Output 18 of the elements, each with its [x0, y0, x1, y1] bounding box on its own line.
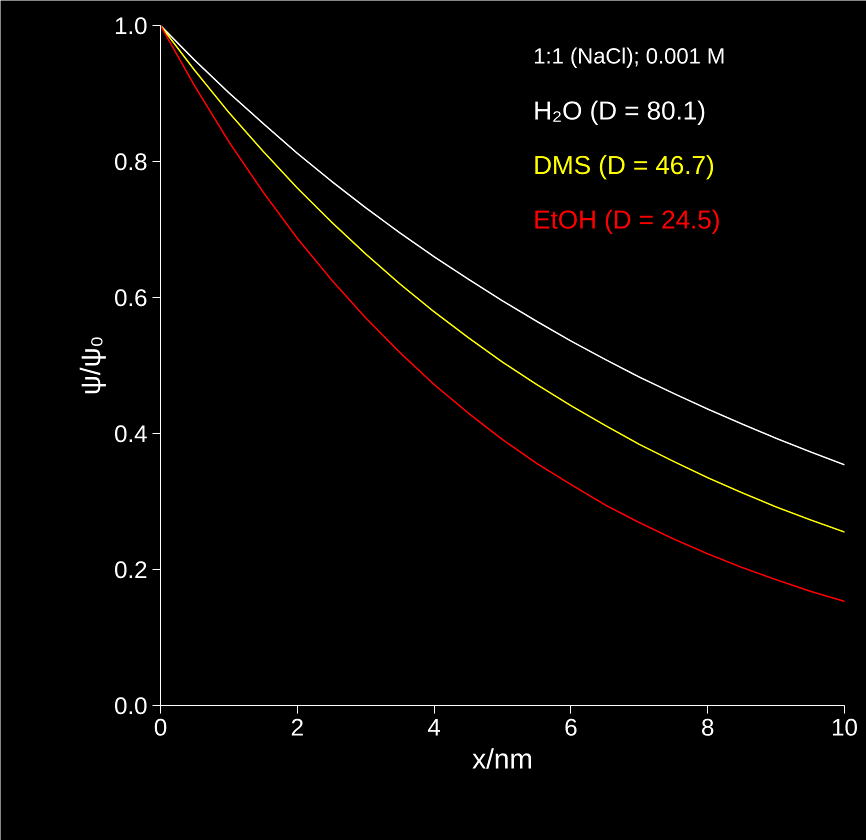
y-tick-label: 0.8 — [114, 149, 148, 176]
x-axis-title: x/nm — [472, 744, 533, 774]
text: H₂O (D = 80.1) — [533, 96, 706, 126]
annotation: 1:1 (NaCl); 0.001 M — [533, 44, 726, 69]
y-tick-label: 1.0 — [114, 13, 148, 40]
x-tick-label: 4 — [427, 714, 441, 742]
y-tick-label: 0.2 — [114, 557, 148, 584]
y-tick-label: 0.6 — [114, 285, 148, 312]
x-tick-label: 2 — [290, 714, 304, 742]
x-tick-label: 10 — [831, 714, 858, 742]
y-tick-label: 0.0 — [114, 693, 148, 720]
x-tick-label: 8 — [701, 714, 714, 742]
text: EtOH (D = 24.5) — [533, 204, 720, 234]
text: DMS (D = 46.7) — [533, 150, 715, 180]
x-tick-label: 6 — [564, 714, 578, 742]
x-tick-label: 0 — [154, 714, 168, 742]
y-axis-title: ψ/ψ₀ — [75, 336, 106, 396]
y-tick-label: 0.4 — [114, 421, 148, 448]
